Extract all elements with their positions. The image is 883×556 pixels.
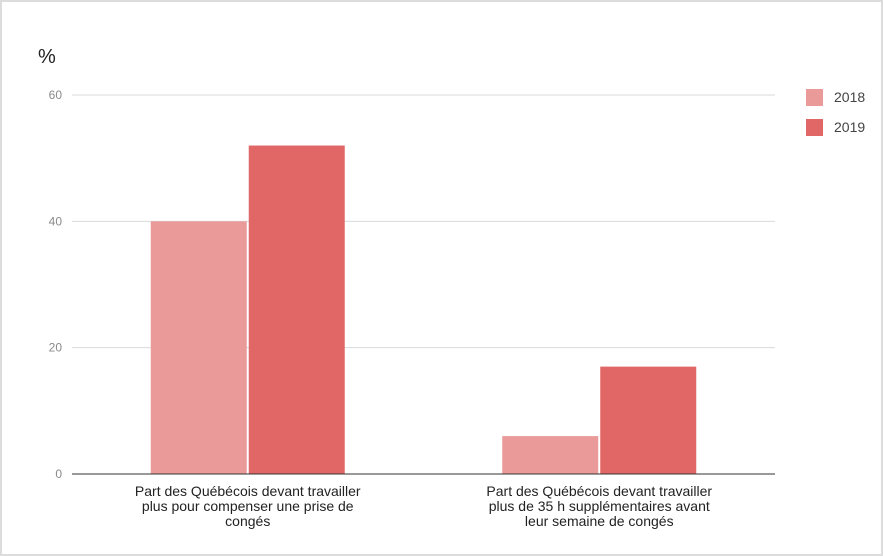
category-labels: Part des Québécois devant travaillerplus… [135, 483, 713, 529]
y-tick-label: 60 [49, 88, 63, 102]
bars [150, 145, 697, 475]
legend-swatch-2018 [806, 89, 823, 106]
y-tick-label: 40 [49, 214, 63, 228]
legend-swatch-2019 [806, 119, 823, 136]
category-label-line: leur semaine de congés [525, 513, 674, 529]
bar-2019-1 [248, 145, 345, 475]
category-label-line: plus de 35 h supplémentaires avant [489, 498, 710, 514]
y-axis-label: % [38, 46, 56, 68]
category-label-line: Part des Québécois devant travailler [135, 483, 361, 499]
legend: 2018 2019 [806, 89, 865, 136]
y-tick-labels: 0 20 40 60 [49, 88, 63, 481]
bar-2018-2 [502, 436, 599, 474]
bar-2019-2 [600, 366, 697, 474]
y-tick-label: 0 [55, 467, 62, 481]
bar-2018-1 [150, 221, 247, 474]
legend-label-2019: 2019 [834, 119, 865, 135]
legend-label-2018: 2018 [834, 89, 865, 105]
y-tick-label: 20 [49, 341, 63, 355]
category-label-line: congés [225, 513, 270, 529]
category-label-line: Part des Québécois devant travailler [486, 483, 712, 499]
category-label-line: plus pour compenser une prise de [142, 498, 354, 514]
